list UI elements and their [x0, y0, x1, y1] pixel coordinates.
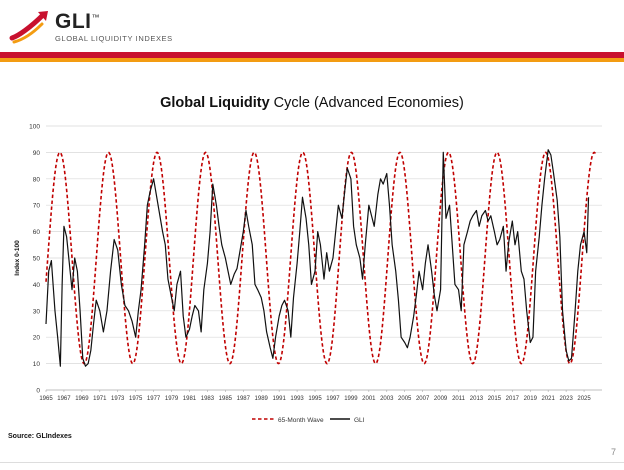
header-band-orange: [0, 58, 624, 62]
x-tick-label: 1991: [272, 396, 286, 402]
x-tick-label: 1977: [147, 396, 161, 402]
series-65-month-wave-line: [45, 151, 597, 365]
x-tick-label: 1969: [75, 396, 89, 402]
y-ticks-layer: 0 10 20 30 40 50 60 70 80 90 100: [29, 124, 40, 395]
y-tick-label: 80: [33, 176, 41, 183]
header-band-red: [0, 52, 624, 58]
logo-subtitle: GLOBAL LIQUIDITY INDEXES: [55, 34, 173, 43]
x-tick-label: 2019: [524, 396, 538, 402]
x-tick-label: 2001: [362, 396, 376, 402]
x-tick-label: 2021: [542, 396, 556, 402]
header-bar: GLI™ GLOBAL LIQUIDITY INDEXES: [0, 0, 624, 52]
x-tick-label: 2011: [452, 396, 466, 402]
series-layer: [45, 149, 597, 367]
x-tick-label: 1989: [255, 396, 269, 402]
legend-wave-label: 65-Month Wave: [278, 417, 324, 424]
y-tick-label: 100: [29, 124, 40, 131]
x-tick-label: 1997: [326, 396, 340, 402]
x-tick-label: 2009: [434, 396, 448, 402]
y-tick-label: 10: [33, 361, 41, 368]
x-tick-label: 2003: [380, 396, 394, 402]
x-ticks-layer: 1965 1967 1969 1971 1973 1975 1977 1979 1981 1983…: [39, 390, 591, 402]
x-tick-label: 2013: [470, 396, 484, 402]
logo-trademark: ™: [91, 13, 100, 22]
chart-title-bold: Global Liquidity: [160, 95, 270, 111]
x-tick-label: 1983: [201, 396, 215, 402]
x-tick-label: 1995: [308, 396, 322, 402]
y-tick-label: 0: [36, 388, 40, 395]
y-tick-label: 40: [33, 282, 41, 289]
x-tick-label: 2015: [488, 396, 502, 402]
grid-layer: [46, 125, 602, 391]
x-tick-label: 1985: [219, 396, 233, 402]
x-tick-label: 2025: [577, 396, 591, 402]
logo-text: GLI™: [55, 10, 100, 34]
x-tick-label: 2023: [559, 396, 573, 402]
x-tick-label: 1967: [57, 396, 71, 402]
logo-swoosh-icon: [9, 11, 48, 44]
page-number: 7: [610, 447, 616, 457]
y-tick-label: 20: [33, 335, 41, 342]
y-tick-label: 90: [33, 150, 41, 157]
footer-divider: [0, 462, 624, 463]
x-tick-label: 2017: [506, 396, 520, 402]
chart-title: Global Liquidity Cycle (Advanced Economi…: [0, 95, 624, 111]
y-tick-label: 60: [33, 229, 41, 236]
y-tick-label: 50: [33, 256, 41, 263]
x-tick-label: 2007: [416, 396, 430, 402]
x-tick-label: 1973: [111, 396, 125, 402]
x-tick-label: 1987: [237, 396, 251, 402]
y-tick-label: 70: [33, 203, 41, 210]
x-tick-label: 1965: [39, 396, 53, 402]
x-tick-label: 1971: [93, 396, 107, 402]
y-axis-label: Index 0-100: [14, 240, 21, 276]
chart-title-rest: Cycle (Advanced Economies): [269, 95, 464, 111]
legend: 65-Month Wave GLI: [252, 417, 365, 424]
source-note: Source: GLIndexes: [8, 433, 72, 440]
x-tick-label: 2005: [398, 396, 412, 402]
legend-gli-label: GLI: [354, 417, 365, 424]
series-gli-line: [45, 149, 590, 367]
x-tick-label: 1979: [165, 396, 179, 402]
x-tick-label: 1981: [183, 396, 197, 402]
x-tick-label: 1999: [344, 396, 358, 402]
y-tick-label: 30: [33, 308, 41, 315]
x-tick-label: 1975: [129, 396, 143, 402]
logo-name: GLI: [55, 10, 92, 33]
x-tick-label: 1993: [290, 396, 304, 402]
